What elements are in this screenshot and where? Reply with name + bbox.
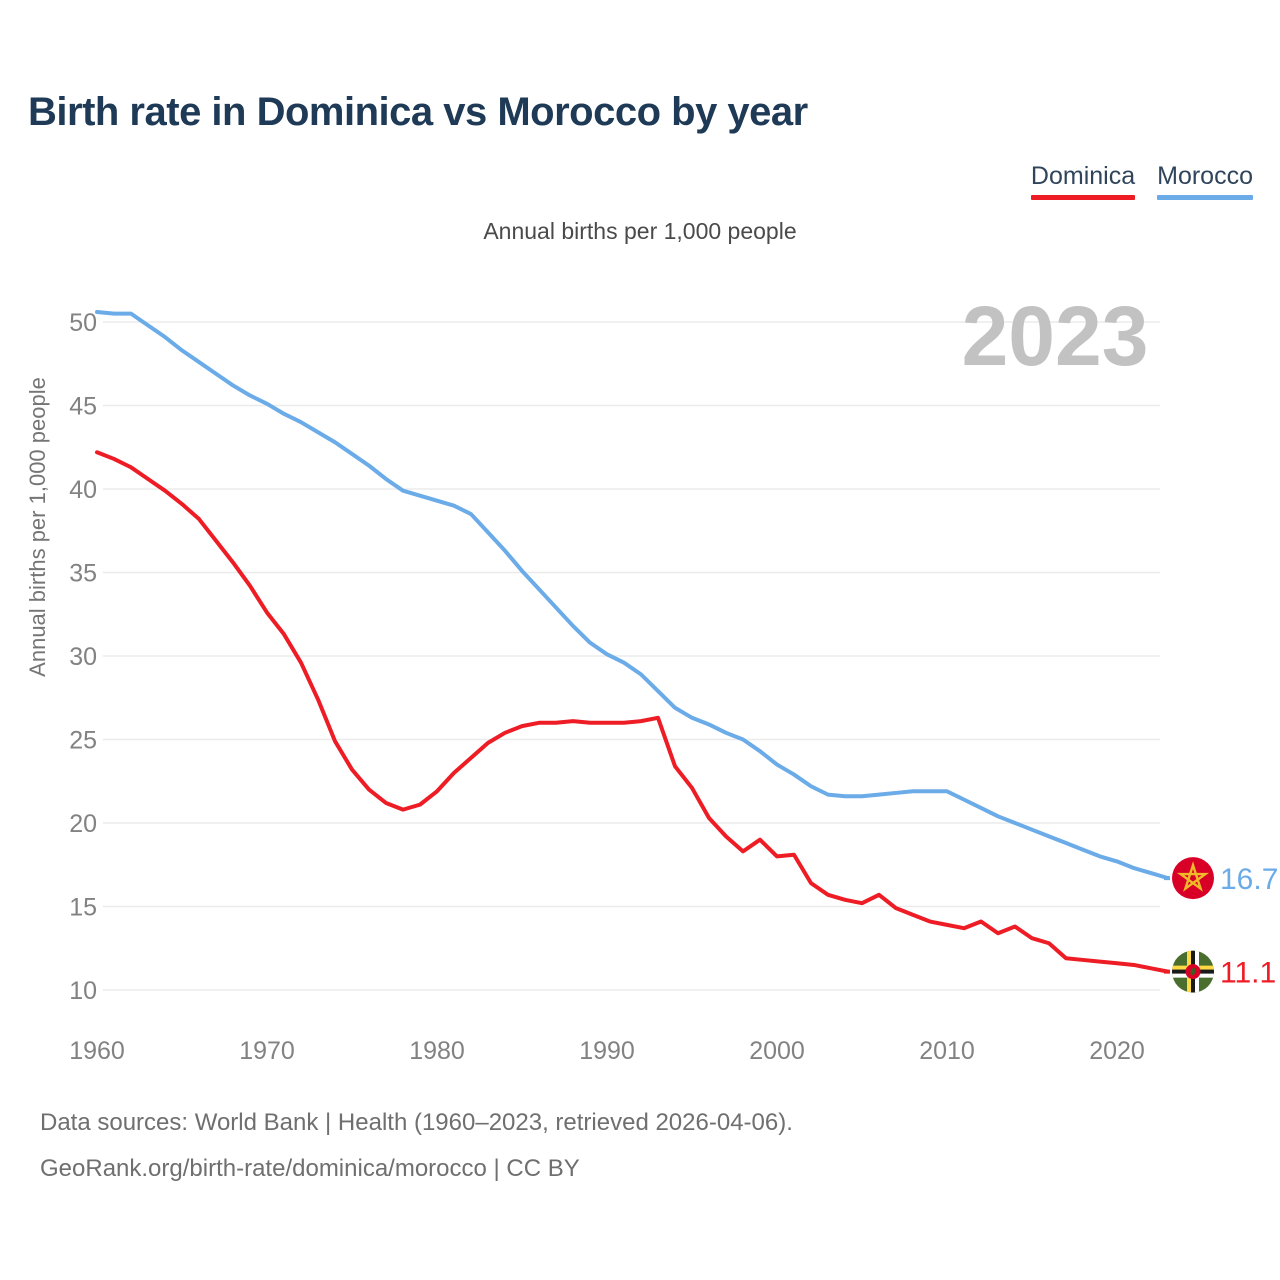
y-tick-25: 25 xyxy=(69,727,97,755)
x-tick-1960: 1960 xyxy=(69,1037,125,1065)
y-tick-45: 45 xyxy=(69,393,97,421)
line-morocco xyxy=(95,309,1170,881)
y-tick-10: 10 xyxy=(69,977,97,1005)
series-lines xyxy=(95,309,1170,974)
end-value-dominica: 11.1 xyxy=(1220,957,1276,990)
legend: Dominica Morocco xyxy=(1030,162,1253,200)
legend-label-dominica: Dominica xyxy=(1030,162,1136,190)
chart-subtitle: Annual births per 1,000 people xyxy=(483,218,797,244)
y-tick-30: 30 xyxy=(69,643,97,671)
caption-attribution: GeoRank.org/birth-rate/dominica/morocco … xyxy=(40,1155,580,1182)
page-title: Birth rate in Dominica vs Morocco by yea… xyxy=(28,90,808,134)
legend-item-dominica[interactable]: Dominica xyxy=(1030,162,1136,200)
y-tick-15: 15 xyxy=(69,894,97,922)
caption-sources: Data sources: World Bank | Health (1960–… xyxy=(40,1109,793,1136)
legend-item-morocco[interactable]: Morocco xyxy=(1157,162,1253,200)
x-axis-tick-labels: 1960 1970 1980 1990 2000 2010 2020 xyxy=(69,1037,1145,1065)
x-tick-2000: 2000 xyxy=(749,1037,805,1065)
dominica-color-swatch xyxy=(1030,195,1136,200)
legend-label-morocco: Morocco xyxy=(1157,162,1253,190)
morocco-color-swatch xyxy=(1157,195,1253,200)
y-tick-20: 20 xyxy=(69,810,97,838)
x-tick-1970: 1970 xyxy=(239,1037,295,1065)
morocco-flag-icon xyxy=(1164,857,1214,900)
y-tick-50: 50 xyxy=(69,309,97,337)
line-dominica xyxy=(95,450,1170,974)
gridlines xyxy=(103,321,1160,991)
x-tick-1980: 1980 xyxy=(409,1037,465,1065)
y-tick-35: 35 xyxy=(69,560,97,588)
y-tick-40: 40 xyxy=(69,476,97,504)
x-tick-2020: 2020 xyxy=(1089,1037,1145,1065)
end-value-morocco: 16.7 xyxy=(1220,863,1278,896)
watermark-year: 2023 xyxy=(962,289,1149,383)
y-axis-title: Annual births per 1,000 people xyxy=(25,377,50,677)
caption: Data sources: World Bank | Health (1960–… xyxy=(40,1100,793,1192)
x-tick-2010: 2010 xyxy=(919,1037,975,1065)
y-axis-tick-labels: 50 45 40 35 30 25 20 15 10 xyxy=(69,309,97,1005)
dominica-flag-icon xyxy=(1164,950,1214,993)
x-tick-1990: 1990 xyxy=(579,1037,635,1065)
